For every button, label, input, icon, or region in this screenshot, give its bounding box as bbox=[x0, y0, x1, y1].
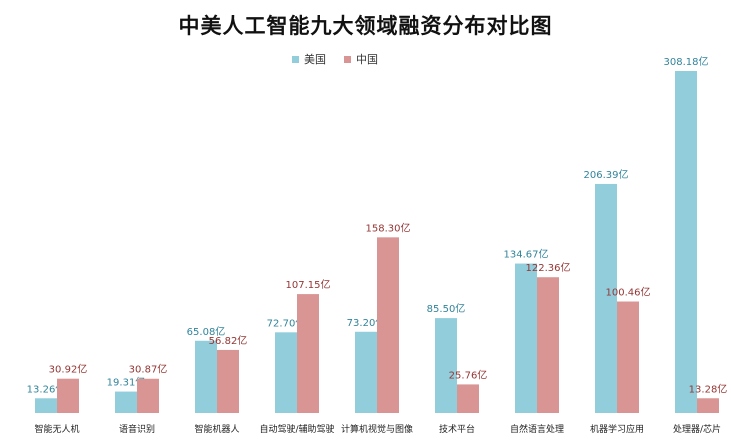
legend-swatch-us bbox=[292, 55, 299, 63]
data-label-us-6: 134.67亿 bbox=[504, 248, 549, 261]
data-label-cn-4: 158.30亿 bbox=[366, 221, 411, 234]
bar-cn-4 bbox=[377, 237, 399, 413]
data-label-cn-7: 100.46亿 bbox=[606, 286, 651, 299]
bar-us-2 bbox=[195, 340, 217, 413]
bar-cn-1 bbox=[137, 378, 159, 413]
bar-cn-7 bbox=[617, 301, 639, 413]
category-label-4: 计算机视觉与图像 bbox=[341, 423, 413, 435]
data-label-cn-5: 25.76亿 bbox=[449, 368, 488, 381]
bar-cn-8 bbox=[697, 398, 719, 413]
data-label-cn-2: 56.82亿 bbox=[209, 334, 248, 347]
data-label-us-8: 308.18亿 bbox=[664, 55, 709, 68]
data-label-cn-8: 13.28亿 bbox=[689, 382, 728, 395]
legend-item-us: 美国 bbox=[292, 51, 326, 67]
legend-label-cn: 中国 bbox=[356, 53, 378, 66]
data-label-cn-1: 30.87亿 bbox=[129, 363, 168, 376]
bar-us-4 bbox=[355, 331, 377, 413]
data-label-cn-3: 107.15亿 bbox=[286, 278, 331, 291]
bar-cn-5 bbox=[457, 384, 479, 413]
data-label-us-5: 85.50亿 bbox=[427, 302, 466, 315]
chart-title: 中美人工智能九大领域融资分布对比图 bbox=[178, 14, 553, 38]
bar-cn-6 bbox=[537, 277, 559, 413]
data-label-cn-6: 122.36亿 bbox=[526, 261, 571, 274]
legend: 美国 中国 bbox=[292, 51, 378, 67]
category-label-7: 机器学习应用 bbox=[590, 423, 644, 435]
bar-us-1 bbox=[115, 391, 137, 413]
data-label-us-3: 72.70亿 bbox=[267, 316, 306, 329]
category-label-6: 自然语言处理 bbox=[510, 423, 564, 435]
bar-us-3 bbox=[275, 332, 297, 413]
category-label-8: 处理器/芯片 bbox=[673, 423, 721, 435]
category-label-5: 技术平台 bbox=[439, 423, 475, 435]
category-label-0: 智能无人机 bbox=[34, 423, 79, 435]
data-label-us-7: 206.39亿 bbox=[584, 168, 629, 181]
data-label-us-1: 19.31亿 bbox=[107, 376, 146, 389]
category-label-3: 自动驾驶/辅助驾驶 bbox=[259, 423, 334, 435]
bar-cn-0 bbox=[57, 378, 79, 413]
bar-cn-3 bbox=[297, 294, 319, 413]
bar-us-7 bbox=[595, 183, 617, 413]
data-label-us-2: 65.08亿 bbox=[187, 325, 226, 338]
bar-us-8 bbox=[675, 71, 697, 413]
bar-us-6 bbox=[515, 263, 537, 413]
bar-cn-2 bbox=[217, 349, 239, 413]
legend-swatch-cn bbox=[344, 55, 351, 63]
category-label-1: 语音识别 bbox=[119, 423, 155, 435]
bar-us-5 bbox=[435, 318, 457, 413]
legend-label-us: 美国 bbox=[304, 53, 326, 66]
data-label-us-0: 13.26亿 bbox=[27, 382, 66, 395]
bar-us-0 bbox=[35, 398, 57, 413]
data-label-cn-0: 30.92亿 bbox=[49, 363, 88, 376]
category-label-2: 智能机器人 bbox=[194, 423, 239, 435]
legend-item-cn: 中国 bbox=[344, 51, 378, 67]
data-label-us-4: 73.20亿 bbox=[347, 316, 386, 329]
